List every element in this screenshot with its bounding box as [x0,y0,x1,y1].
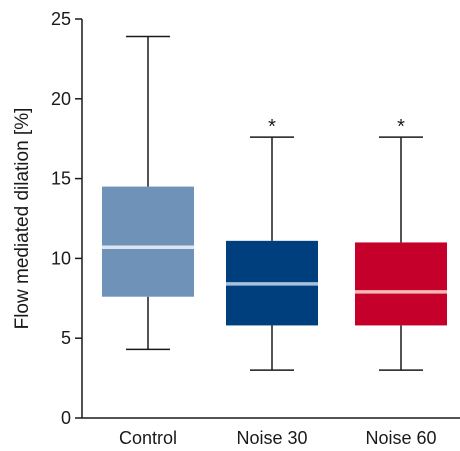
iqr-box [102,186,194,297]
y-tick-label: 20 [51,89,71,109]
box-1 [102,35,194,351]
x-labels: Control Noise 30 Noise 60 [119,428,437,448]
y-ticks: 0 5 10 15 20 25 [51,9,82,428]
significance-marker: * [268,116,276,138]
x-category-label: Noise 30 [236,428,307,448]
box-3: * [355,116,447,371]
y-tick-label: 25 [51,9,71,29]
box-2: * [226,116,318,371]
significance-marker: * [397,116,405,138]
y-tick-label: 15 [51,169,71,189]
y-tick-label: 0 [61,408,71,428]
y-tick-label: 10 [51,248,71,268]
x-category-label: Noise 60 [365,428,436,448]
y-axis-label: Flow mediated dilation [%] [12,108,33,330]
boxes: * * [102,35,447,371]
y-tick-label: 5 [61,328,71,348]
x-category-label: Control [119,428,177,448]
iqr-box [355,242,447,326]
